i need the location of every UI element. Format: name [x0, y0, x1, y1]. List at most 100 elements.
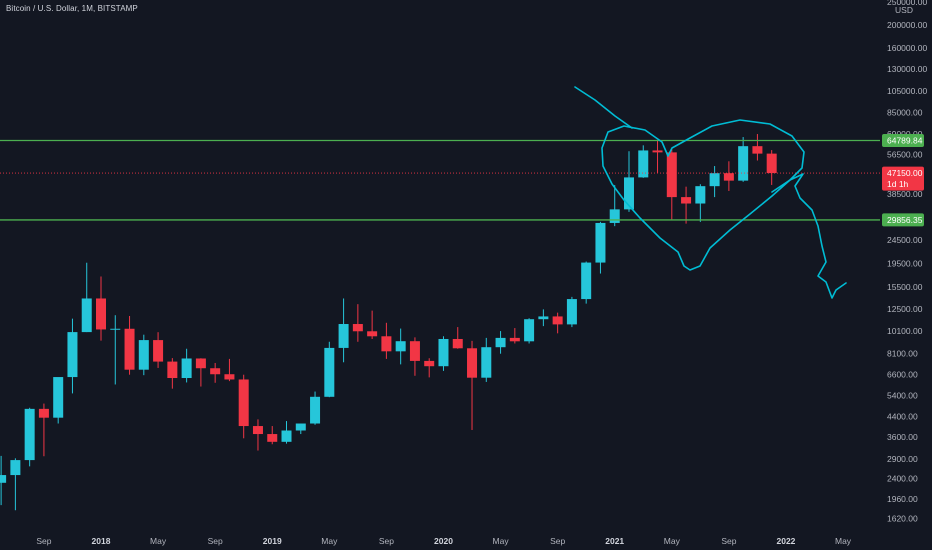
- candle-2019-05[interactable]: [324, 341, 335, 398]
- y-tick-label: 1620.00: [887, 514, 918, 524]
- candle-2018-02[interactable]: [110, 315, 121, 385]
- candle-2017-11[interactable]: [67, 318, 78, 394]
- candle-2021-04[interactable]: [652, 140, 663, 174]
- candle-2021-08[interactable]: [709, 166, 720, 198]
- candle-2020-06[interactable]: [509, 328, 520, 344]
- candle-2019-12[interactable]: [424, 358, 435, 378]
- candle-2018-07[interactable]: [181, 348, 192, 383]
- candle-2018-04[interactable]: [138, 334, 149, 376]
- candle-2018-05[interactable]: [153, 332, 164, 368]
- candle-2020-09[interactable]: [552, 312, 563, 334]
- x-tick-label: May: [664, 536, 681, 546]
- candle-2017-07[interactable]: [10, 458, 21, 511]
- candle-2019-02[interactable]: [281, 421, 292, 444]
- candle-2018-09[interactable]: [210, 362, 221, 383]
- y-tick-label: 38500.00: [887, 189, 923, 199]
- candle-2019-06[interactable]: [338, 298, 349, 363]
- candle-body: [695, 186, 706, 204]
- candle-2020-01[interactable]: [438, 336, 449, 371]
- candle-2018-01[interactable]: [96, 276, 106, 341]
- candle-2019-10[interactable]: [395, 328, 406, 365]
- candle-2019-09[interactable]: [381, 322, 392, 359]
- candle-body: [338, 324, 349, 348]
- y-tick-label: 200000.00: [887, 20, 927, 30]
- candle-body: [181, 358, 192, 379]
- time-axis[interactable]: Sep 2018 May Sep 2019 May Sep 2020 May Sep 2021 May…: [0, 528, 932, 550]
- candle-2020-04[interactable]: [481, 337, 492, 382]
- candle-2017-12[interactable]: [81, 262, 92, 333]
- candle-2020-10[interactable]: [566, 296, 577, 328]
- candle-body: [38, 408, 49, 418]
- candle-2019-07[interactable]: [352, 304, 363, 342]
- candle-body: [67, 332, 78, 378]
- candle-2021-03[interactable]: [638, 145, 649, 178]
- y-tick-label: 24500.00: [887, 235, 923, 245]
- candle-2018-11[interactable]: [238, 374, 249, 439]
- candle-2017-08[interactable]: [24, 407, 35, 467]
- candle-body: [481, 347, 492, 378]
- candle-2020-12[interactable]: [595, 221, 606, 274]
- x-tick-label: 2022: [776, 536, 795, 546]
- x-tick-label: May: [493, 536, 510, 546]
- x-tick-label: 2021: [605, 536, 624, 546]
- candle-2017-10[interactable]: [53, 377, 64, 424]
- y-tick-label: 56500.00: [887, 150, 923, 160]
- candle-body: [566, 299, 577, 325]
- candle-2017-09[interactable]: [38, 403, 49, 457]
- y-tick-label: 3600.00: [887, 432, 918, 442]
- x-tick-label: Sep: [36, 536, 51, 546]
- candle-body: [252, 426, 263, 435]
- line-price-badge-0: 64789.84: [882, 133, 924, 147]
- x-tick-label: 2019: [263, 536, 282, 546]
- drawings-layer: [574, 86, 847, 299]
- candle-2021-06[interactable]: [681, 186, 692, 224]
- y-tick-label: 1960.00: [887, 494, 918, 504]
- candle-2020-05[interactable]: [495, 331, 506, 354]
- drawing-projection[interactable]: [771, 173, 847, 299]
- candle-body: [581, 262, 592, 300]
- candle-2020-07[interactable]: [524, 318, 535, 344]
- x-tick-label: 2018: [92, 536, 111, 546]
- candle-2021-10[interactable]: [738, 137, 749, 182]
- candle-2018-08[interactable]: [195, 358, 206, 387]
- x-tick-label: May: [835, 536, 852, 546]
- y-tick-label: 250000.00: [887, 0, 927, 7]
- y-tick-label: 4400.00: [887, 411, 918, 421]
- candle-2021-02[interactable]: [623, 151, 634, 212]
- y-tick-label: 12500.00: [887, 304, 923, 314]
- candle-2019-08[interactable]: [367, 310, 378, 339]
- candle-2017-06[interactable]: [0, 455, 7, 506]
- candle-2019-01[interactable]: [267, 426, 278, 445]
- candle-body: [324, 347, 335, 397]
- candle-2018-03[interactable]: [124, 315, 135, 375]
- candle-2020-08[interactable]: [538, 309, 549, 327]
- drawing-entry-stroke[interactable]: [574, 86, 633, 129]
- candle-2020-02[interactable]: [452, 327, 463, 349]
- candle-2021-12[interactable]: [766, 150, 777, 185]
- candle-2019-11[interactable]: [409, 337, 420, 376]
- candle-body: [752, 146, 763, 154]
- candle-body: [524, 319, 535, 342]
- x-tick-label: Sep: [550, 536, 565, 546]
- candle-body: [438, 338, 449, 367]
- price-axis[interactable]: 250000.00 200000.00 160000.00 130000.00 1050…: [880, 0, 932, 550]
- candle-2018-10[interactable]: [224, 358, 235, 382]
- candle-2021-05[interactable]: [666, 149, 677, 220]
- candle-body: [409, 341, 420, 361]
- y-tick-label: 2900.00: [887, 454, 918, 464]
- candle-2021-09[interactable]: [723, 161, 734, 191]
- candle-body: [766, 153, 777, 174]
- candle-2019-04[interactable]: [310, 391, 321, 425]
- svg-text:64789.84: 64789.84: [887, 135, 923, 145]
- candle-2019-03[interactable]: [295, 423, 306, 435]
- candle-2020-11[interactable]: [581, 261, 592, 304]
- candle-2018-06[interactable]: [167, 358, 178, 389]
- candle-2021-07[interactable]: [695, 184, 706, 222]
- candle-2020-03[interactable]: [467, 340, 478, 430]
- x-tick-label: Sep: [379, 536, 394, 546]
- candle-body: [452, 338, 463, 349]
- candle-2021-11[interactable]: [752, 134, 763, 161]
- candle-2018-12[interactable]: [252, 419, 263, 451]
